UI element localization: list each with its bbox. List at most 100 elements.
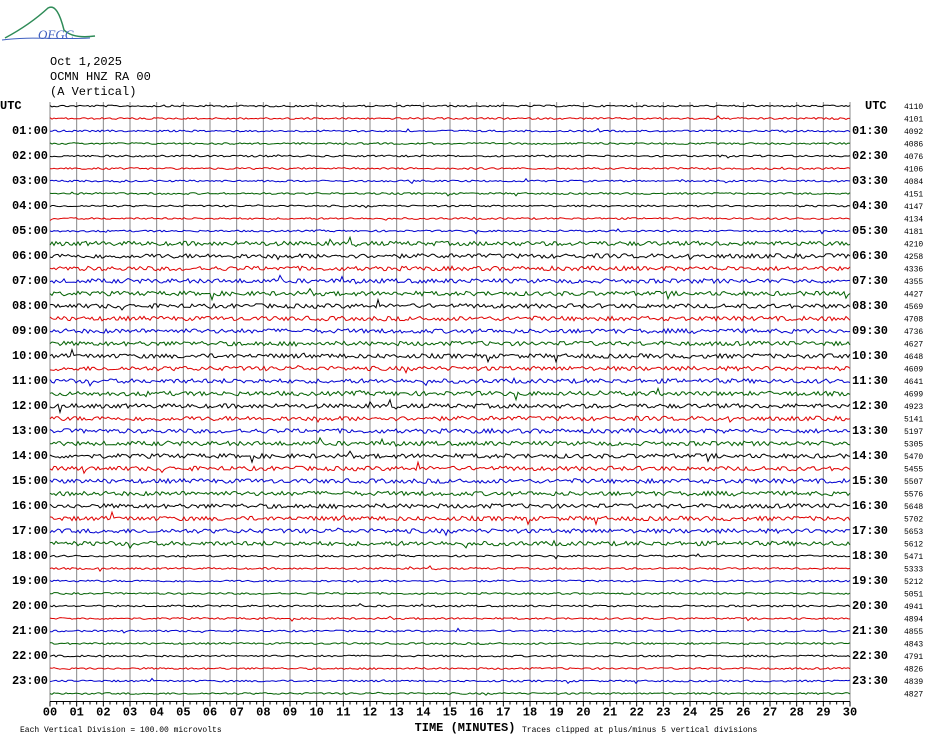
trace-value: 4736 — [904, 328, 923, 337]
footer-clip: Traces clipped at plus/minus 5 vertical … — [522, 726, 757, 735]
trace — [49, 615, 851, 622]
trace — [49, 235, 851, 248]
logo: OFGC — [1, 6, 96, 42]
trace — [49, 502, 851, 510]
trace-value: 4827 — [904, 691, 923, 700]
x-tick-label: 21 — [603, 706, 617, 720]
trace-value: 5653 — [904, 528, 923, 537]
trace-value: 4151 — [904, 191, 923, 200]
left-hour-label: 07:00 — [12, 274, 48, 288]
trace — [49, 365, 851, 374]
x-tick-label: 17 — [496, 706, 510, 720]
left-hour-label: 13:00 — [12, 424, 48, 438]
right-hour-label: 08:30 — [852, 299, 888, 313]
x-tick-label: 01 — [69, 706, 83, 720]
trace — [49, 274, 851, 285]
trace — [49, 427, 851, 435]
left-hour-label: 02:00 — [12, 149, 48, 163]
trace — [50, 627, 851, 634]
x-tick-label: 12 — [363, 706, 377, 720]
right-hour-label: 12:30 — [852, 399, 888, 413]
left-hour-label: 12:00 — [12, 399, 48, 413]
trace — [49, 252, 851, 261]
trace-value: 4699 — [904, 391, 923, 400]
right-hour-label: 15:30 — [852, 474, 888, 488]
left-hour-label: 05:00 — [12, 224, 48, 238]
trace-value: 4855 — [904, 628, 923, 637]
station: OCMN HNZ RA 00 — [50, 70, 151, 84]
x-tick-label: 23 — [656, 706, 670, 720]
trace-value: 4839 — [904, 678, 923, 687]
x-tick-label: 03 — [123, 706, 137, 720]
right-hour-label: 13:30 — [852, 424, 888, 438]
trace-value: 4826 — [904, 666, 923, 675]
trace — [49, 398, 851, 415]
trace — [49, 490, 851, 497]
left-hour-label: 23:00 — [12, 674, 48, 688]
right-hour-label: 22:30 — [852, 649, 888, 663]
left-hour-label: 20:00 — [12, 599, 48, 613]
trace-value: 4076 — [904, 153, 923, 162]
trace — [49, 228, 851, 235]
trace-value: 4086 — [904, 141, 923, 150]
trace — [49, 154, 851, 159]
trace-value: 4569 — [904, 303, 923, 312]
trace — [49, 450, 851, 464]
trace — [49, 565, 851, 572]
left-hour-label: 21:00 — [12, 624, 48, 638]
trace-value: 5141 — [904, 416, 923, 425]
x-tick-label: 24 — [683, 706, 697, 720]
trace-value: 5455 — [904, 466, 923, 475]
right-hour-label: 14:30 — [852, 449, 888, 463]
x-tick-label: 18 — [523, 706, 537, 720]
trace — [50, 436, 851, 448]
trace — [49, 539, 851, 550]
trace — [50, 127, 851, 133]
left-hour-label: 01:00 — [12, 124, 48, 138]
trace-value: 4355 — [904, 278, 923, 287]
right-hour-label: 01:30 — [852, 124, 888, 138]
x-tick-label: 02 — [96, 706, 110, 720]
trace-value: 5648 — [904, 503, 923, 512]
trace — [49, 216, 851, 221]
trace-value: 4708 — [904, 316, 923, 325]
left-hour-label: 14:00 — [12, 449, 48, 463]
trace-value: 4106 — [904, 166, 923, 175]
left-axis-title: UTC — [0, 99, 22, 113]
trace — [49, 477, 851, 485]
x-tick-label: 08 — [256, 706, 270, 720]
trace-value: 5507 — [904, 478, 923, 487]
x-tick-label: 00 — [43, 706, 57, 720]
x-tick-label: 28 — [789, 706, 803, 720]
trace — [49, 177, 851, 185]
x-tick-label: 05 — [176, 706, 190, 720]
x-tick-label: 26 — [736, 706, 750, 720]
footer-scale: Each Vertical Division = 100.00 microvol… — [20, 726, 222, 735]
x-tick-label: 13 — [389, 706, 403, 720]
trace-value: 5470 — [904, 453, 923, 462]
trace-value: 4181 — [904, 228, 923, 237]
component: (A Vertical) — [50, 85, 136, 99]
trace-value: 4627 — [904, 341, 923, 350]
trace — [49, 460, 851, 475]
date: Oct 1,2025 — [50, 55, 122, 69]
trace-value: 5612 — [904, 541, 923, 550]
left-hour-label: 19:00 — [12, 574, 48, 588]
trace-value: 5702 — [904, 516, 923, 525]
trace-value: 4084 — [904, 178, 923, 187]
right-hour-label: 04:30 — [852, 199, 888, 213]
trace-value: 5212 — [904, 578, 923, 587]
trace — [49, 340, 851, 347]
x-tick-label: 04 — [149, 706, 163, 720]
trace-value: 5051 — [904, 591, 923, 600]
right-hour-label: 02:30 — [852, 149, 888, 163]
trace — [49, 641, 851, 646]
x-tick-label: 11 — [336, 706, 350, 720]
left-hour-label: 08:00 — [12, 299, 48, 313]
x-tick-label: 15 — [443, 706, 457, 720]
trace-value: 5197 — [904, 428, 923, 437]
trace — [49, 677, 851, 685]
left-hour-label: 09:00 — [12, 324, 48, 338]
trace-value: 4147 — [904, 203, 923, 212]
